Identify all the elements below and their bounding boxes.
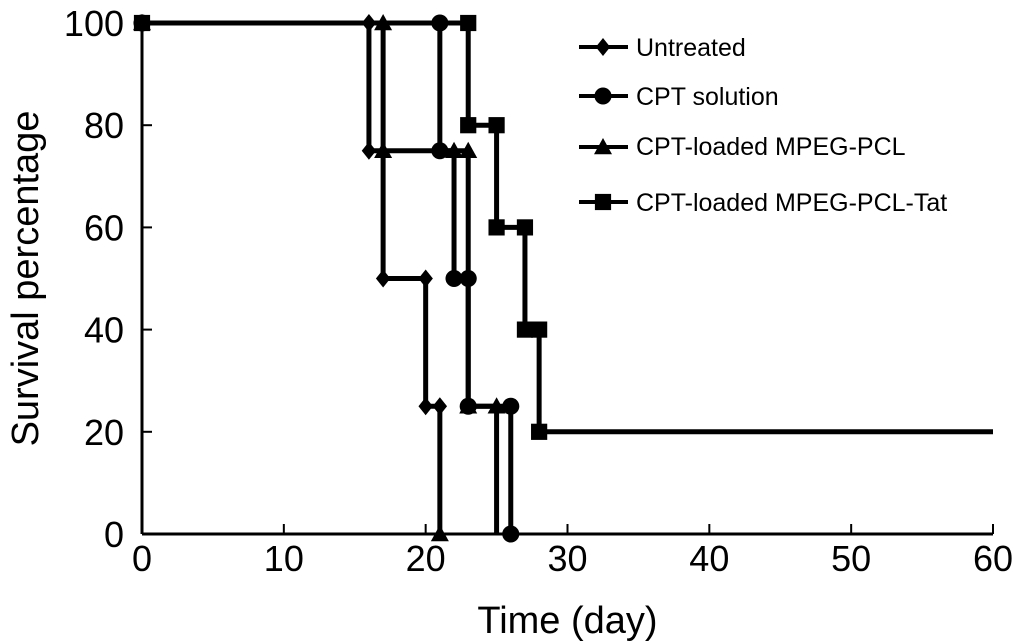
ticks-layer: 0 10 20 30 40 50 60 0 20 40 60 80 100 (64, 3, 1013, 579)
marker-untreated-6 (432, 397, 448, 416)
legend-item-cpt-loaded-mpeg-pcl-tat: CPT-loaded MPEG-PCL-Tat (579, 189, 947, 217)
legend-label-cpt-solution: CPT solution (636, 83, 779, 111)
marker-cpt-solution-6 (502, 397, 520, 415)
y-tick-label-100: 100 (64, 3, 124, 44)
x-tick-label-0: 0 (132, 538, 152, 579)
marker-cpt-loaded-mpeg-pcl-tat-6 (516, 321, 534, 338)
y-tick-label-0: 0 (104, 514, 124, 555)
marker-untreated-2 (361, 141, 377, 160)
line-cpt-loaded-mpeg-pcl-tat (142, 20, 993, 435)
marker-cpt-loaded-mpeg-pcl-tat-4 (488, 219, 505, 236)
marker-cpt-loaded-mpeg-pcl-3 (445, 141, 464, 158)
legend-item-cpt-loaded-mpeg-pcl: CPT-loaded MPEG-PCL (579, 133, 906, 161)
line-untreated (142, 20, 443, 534)
legend-marker-cpt-solution (594, 87, 612, 105)
marker-cpt-loaded-mpeg-pcl-tat-5 (516, 219, 534, 236)
x-tick-label-60: 60 (973, 538, 1013, 579)
x-tick-label-30: 30 (547, 538, 587, 579)
marker-cpt-loaded-mpeg-pcl-tat-2 (460, 117, 477, 134)
marker-untreated-3 (375, 269, 391, 288)
marker-cpt-loaded-mpeg-pcl-tat-7 (531, 321, 548, 338)
series-cpt-solution (133, 14, 520, 543)
marker-cpt-loaded-mpeg-pcl-tat-3 (488, 117, 505, 134)
y-axis-title: Survival percentage (5, 111, 47, 447)
y-tick-label-20: 20 (84, 412, 124, 453)
axes-layer (140, 23, 993, 536)
marker-cpt-loaded-mpeg-pcl-tat-8 (531, 423, 548, 440)
y-tick-label-60: 60 (84, 207, 124, 248)
x-tick-label-50: 50 (831, 538, 871, 579)
marker-cpt-solution-3 (445, 269, 463, 288)
legend-marker-cpt-loaded-mpeg-pcl (594, 138, 612, 155)
curves-layer (133, 14, 993, 543)
marker-cpt-loaded-mpeg-pcl-4 (459, 141, 478, 158)
legend-label-cpt-loaded-mpeg-pcl: CPT-loaded MPEG-PCL (636, 133, 906, 161)
marker-untreated-4 (418, 269, 433, 288)
series-untreated (134, 14, 448, 534)
y-tick-label-80: 80 (84, 105, 124, 146)
marker-cpt-loaded-mpeg-pcl-5 (459, 397, 478, 414)
legend: Untreated CPT solution CPT-loaded MPEG-P… (579, 34, 947, 217)
marker-untreated-5 (418, 397, 433, 416)
legend-label-cpt-loaded-mpeg-pcl-tat: CPT-loaded MPEG-PCL-Tat (636, 189, 947, 217)
legend-marker-untreated (595, 38, 611, 56)
x-tick-label-40: 40 (689, 538, 729, 579)
marker-cpt-loaded-mpeg-pcl-tat-1 (460, 14, 477, 32)
x-tick-label-20: 20 (406, 538, 446, 579)
series-cpt-loaded-mpeg-pcl-tat (133, 14, 993, 440)
legend-item-cpt-solution: CPT solution (579, 83, 779, 111)
legend-item-untreated: Untreated (579, 34, 746, 62)
legend-marker-cpt-loaded-mpeg-pcl-tat (594, 193, 612, 211)
y-tick-label-40: 40 (84, 310, 124, 351)
x-axis-title: Time (day) (477, 600, 657, 642)
marker-cpt-loaded-mpeg-pcl-2 (374, 141, 393, 158)
x-tick-label-10: 10 (264, 538, 304, 579)
legend-label-untreated: Untreated (636, 34, 746, 62)
line-cpt-loaded-mpeg-pcl (142, 20, 500, 534)
marker-cpt-loaded-mpeg-pcl-6 (487, 397, 506, 414)
